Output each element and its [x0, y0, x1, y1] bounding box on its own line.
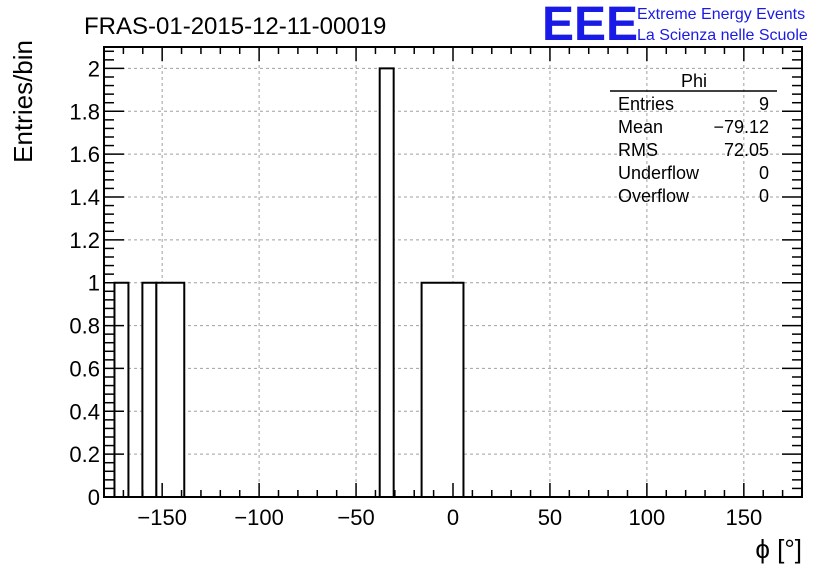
- y-axis-ticks: 0 0.2 0.4 0.6 0.8 1 1.2 1.4 1.6 1.8 2: [69, 50, 802, 510]
- logo-line-1: Extreme Energy Events: [637, 6, 805, 23]
- histogram-bin: [141, 281, 158, 497]
- stats-box: Phi Entries 9 Mean −79.12 RMS 72.05 Underflow 0…: [610, 71, 777, 206]
- stats-value: 0: [759, 163, 769, 183]
- x-axis-ticks: −150 −100 −50 0 50 100 150: [103, 47, 803, 530]
- histogram-bin: [155, 281, 186, 497]
- stats-label: RMS: [618, 140, 658, 160]
- eee-logo: EEE Extreme Energy Events La Scienza nel…: [542, 0, 808, 51]
- y-tick-label: 1.8: [69, 99, 100, 124]
- x-tick-label: 100: [629, 505, 666, 530]
- x-tick-label: 150: [725, 505, 762, 530]
- y-tick-label: 1: [88, 271, 100, 296]
- y-tick-label: 2: [88, 56, 100, 81]
- stats-value: −79.12: [713, 117, 769, 137]
- histogram-bin: [420, 281, 465, 497]
- x-tick-label: 50: [538, 505, 562, 530]
- logo-line-2: La Scienza nelle Scuole: [637, 27, 808, 44]
- stats-label: Underflow: [618, 163, 700, 183]
- y-tick-label: 1.6: [69, 142, 100, 167]
- x-tick-label: −100: [234, 505, 284, 530]
- y-tick-label: 0.8: [69, 314, 100, 339]
- stats-label: Entries: [618, 94, 674, 114]
- y-tick-label: 0.6: [69, 356, 100, 381]
- x-tick-label: −150: [137, 505, 187, 530]
- stats-label: Overflow: [618, 186, 690, 206]
- y-tick-label: 0.2: [69, 442, 100, 467]
- chart-title: FRAS-01-2015-12-11-00019: [84, 13, 386, 40]
- y-tick-label: 1.4: [69, 185, 100, 210]
- logo-mark: EEE: [542, 0, 638, 51]
- stats-value: 72.05: [724, 140, 769, 160]
- x-tick-label: 0: [447, 505, 459, 530]
- stats-value: 9: [759, 94, 769, 114]
- y-tick-label: 0.4: [69, 399, 100, 424]
- stats-title: Phi: [681, 71, 707, 91]
- stats-label: Mean: [618, 117, 663, 137]
- y-tick-label: 0: [88, 485, 100, 510]
- x-axis-title: ϕ [°]: [755, 534, 802, 564]
- x-tick-label: −50: [337, 505, 374, 530]
- histogram-bin: [113, 281, 130, 497]
- y-axis-title: Entries/bin: [8, 40, 38, 163]
- histogram-bars: [113, 67, 465, 497]
- histogram-bin: [378, 67, 395, 497]
- y-tick-label: 1.2: [69, 228, 100, 253]
- stats-value: 0: [759, 186, 769, 206]
